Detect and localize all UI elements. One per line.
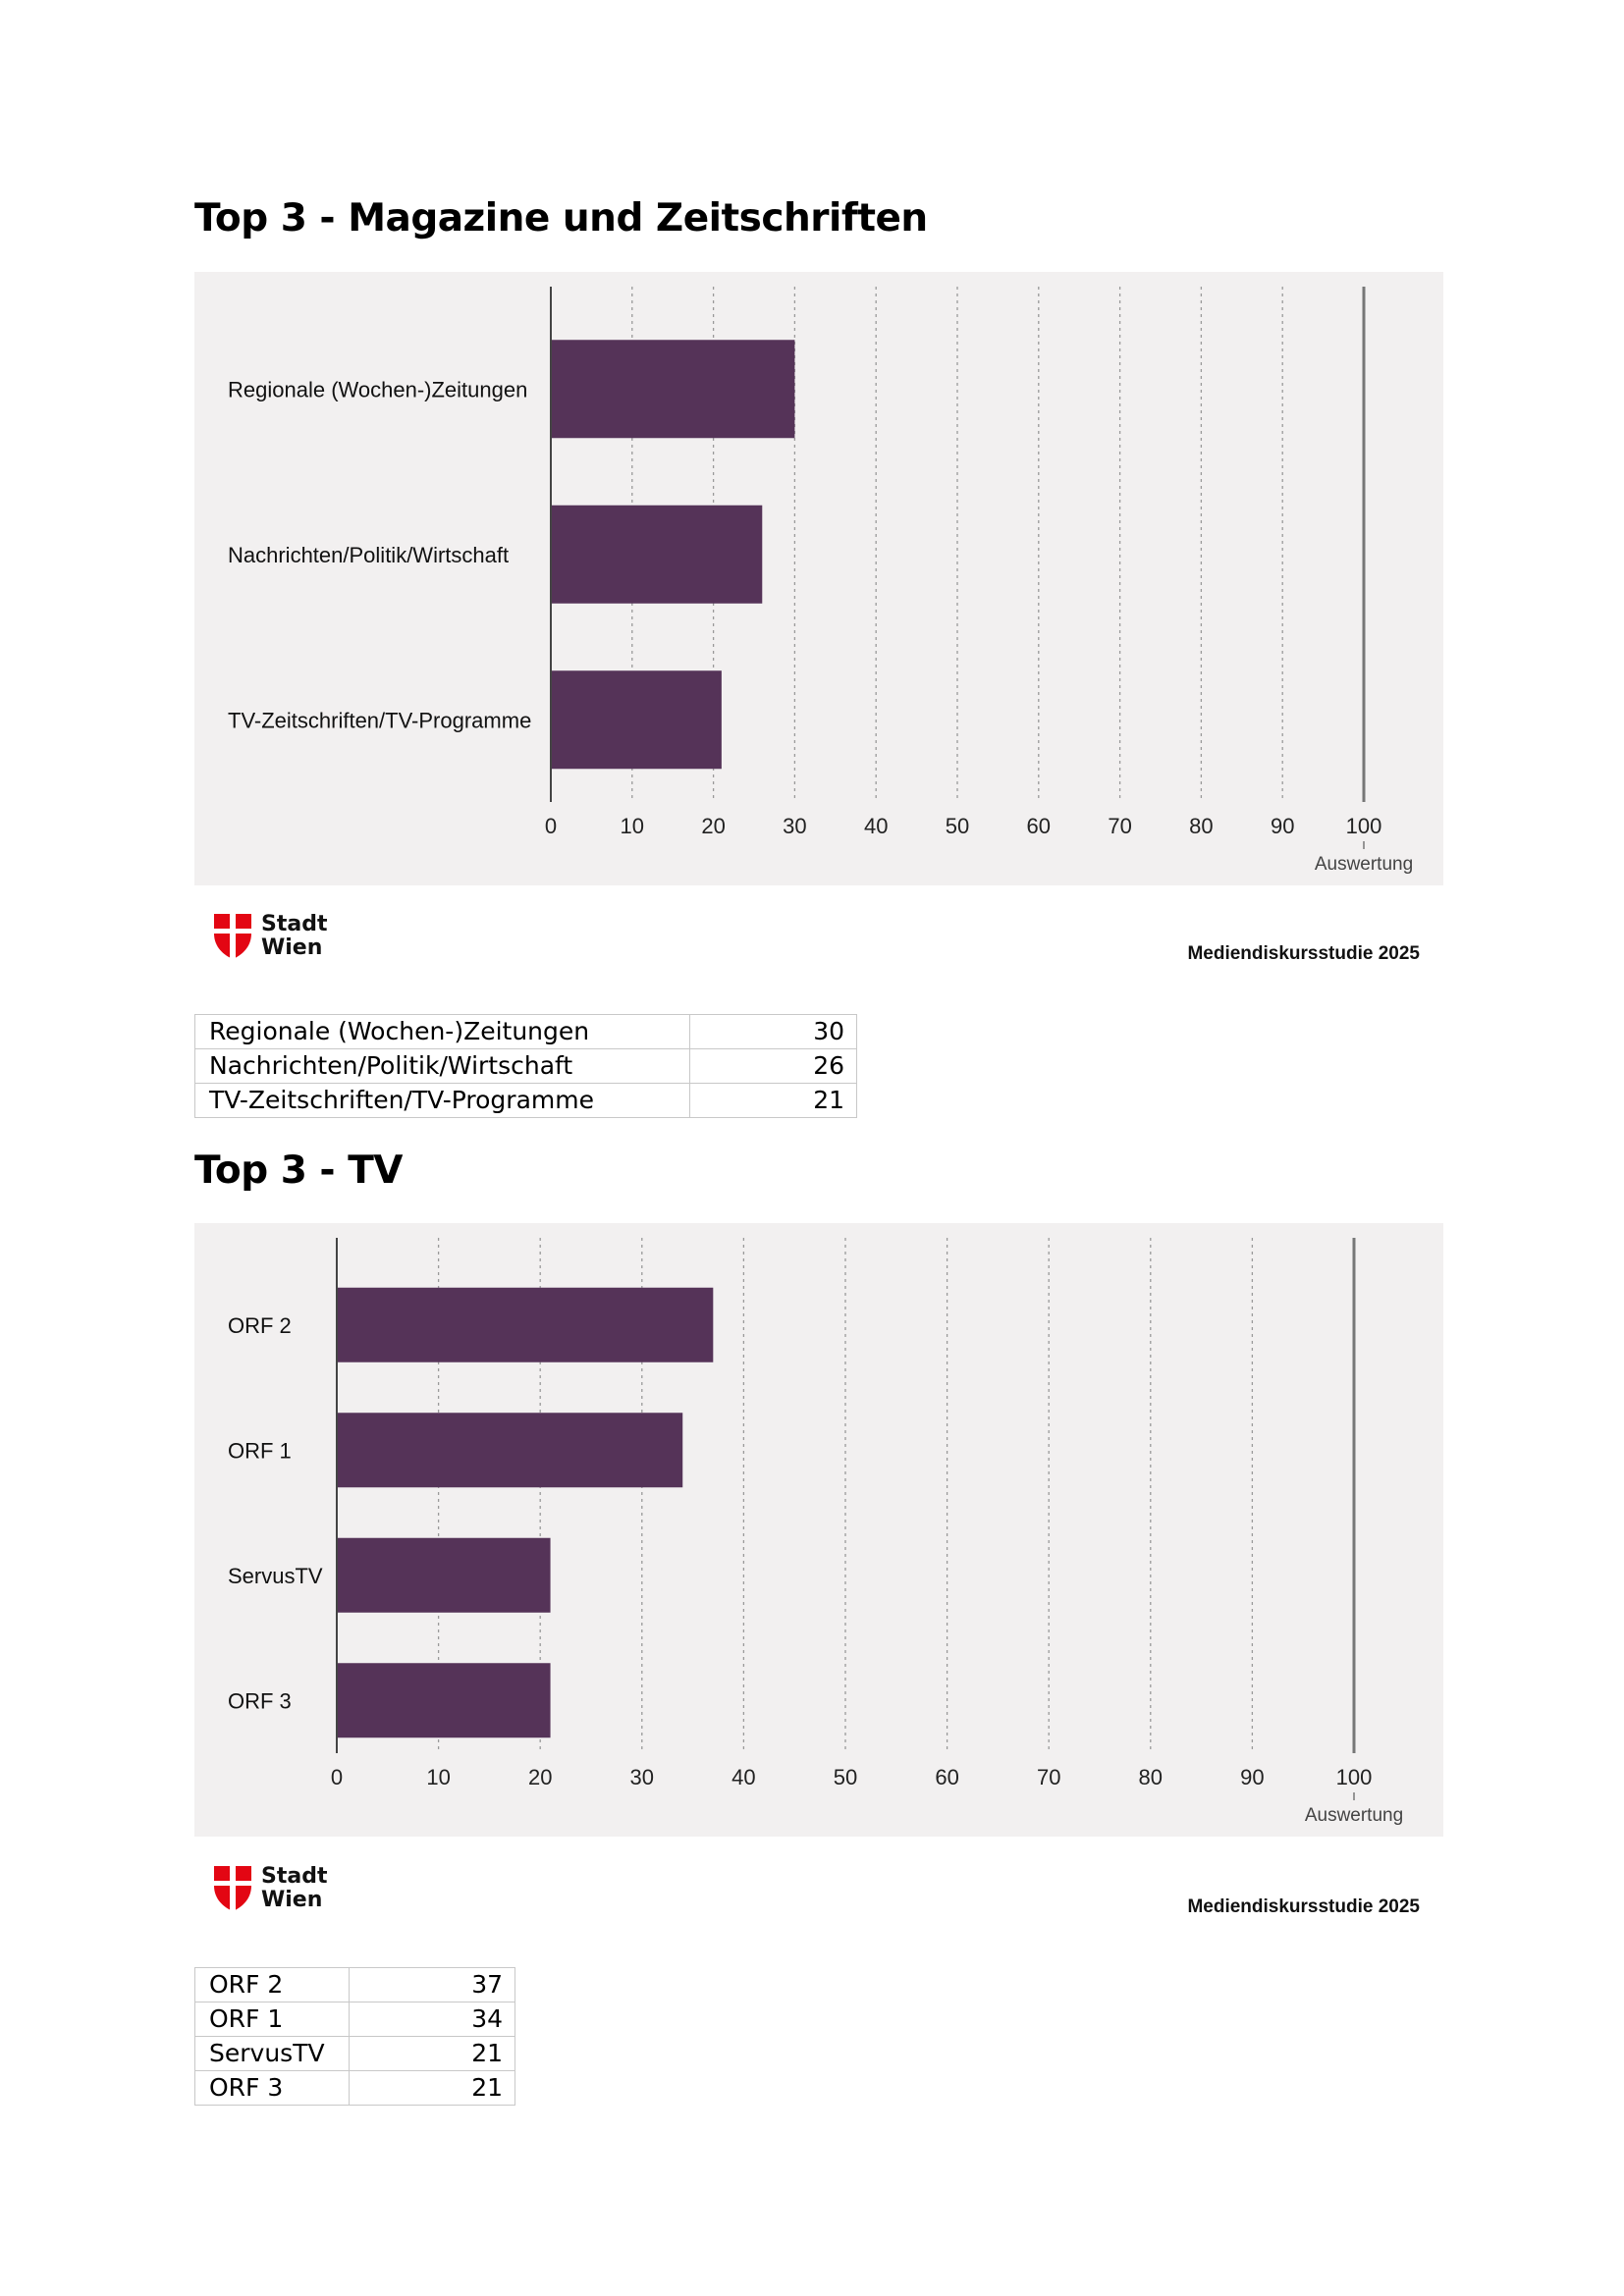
axis-caption: Auswertung (1315, 854, 1413, 875)
chart-svg: ORF 2 ORF 1 ServusTV ORF 3 0 10 20 30 40 50 60 70 80… (228, 1238, 1403, 1826)
tick-label: 90 (1271, 814, 1294, 838)
tick-label: 30 (630, 1765, 654, 1789)
data-table-magazines: Regionale (Wochen-)Zeitungen 30 Nachrich… (194, 1014, 857, 1118)
bar (551, 670, 722, 770)
tick-label: 10 (621, 814, 644, 838)
table-cell-value: 34 (349, 2002, 515, 2037)
table-cell-label: Nachrichten/Politik/Wirtschaft (194, 1048, 690, 1084)
table-cell-value: 37 (349, 1967, 515, 2002)
tick-label: 20 (528, 1765, 552, 1789)
wien-shield-icon (214, 1866, 251, 1911)
bar (337, 1663, 551, 1738)
tick-label: 100 (1346, 814, 1382, 838)
tick-label: 100 (1336, 1765, 1373, 1789)
category-label: ServusTV (228, 1564, 323, 1588)
bar (337, 1413, 683, 1488)
table-row: Regionale (Wochen-)Zeitungen 30 (194, 1014, 857, 1049)
table-cell-label: ServusTV (194, 2036, 350, 2071)
section-title: Top 3 - Magazine und Zeitschriften (194, 196, 928, 240)
tick-label: 60 (1027, 814, 1051, 838)
stadt-wien-logo: Stadt Wien (214, 913, 327, 960)
tick-label: 40 (864, 814, 888, 838)
brand-line1: Stadt (261, 1864, 328, 1889)
tick-label: 80 (1189, 814, 1213, 838)
table-cell-value: 26 (689, 1048, 857, 1084)
bar-chart-magazines: Regionale (Wochen-)Zeitungen Nachrichten/… (194, 272, 1443, 885)
tick-label: 40 (731, 1765, 755, 1789)
table-cell-label: ORF 3 (194, 2070, 350, 2106)
tick-label: 20 (701, 814, 725, 838)
category-label: TV-Zeitschriften/TV-Programme (228, 708, 531, 732)
category-label: Regionale (Wochen-)Zeitungen (228, 377, 527, 401)
table-row: TV-Zeitschriften/TV-Programme 21 (194, 1083, 857, 1118)
table-cell-label: Regionale (Wochen-)Zeitungen (194, 1014, 690, 1049)
table-row: Nachrichten/Politik/Wirtschaft 26 (194, 1048, 857, 1084)
tick-label: 0 (545, 814, 557, 838)
tick-label: 70 (1037, 1765, 1060, 1789)
table-cell-value: 21 (349, 2036, 515, 2071)
study-label: Mediendiskursstudie 2025 (1187, 1896, 1420, 1917)
category-label: ORF 2 (228, 1313, 292, 1338)
tick-label: 90 (1240, 1765, 1264, 1789)
brand-line2: Wien (261, 1888, 323, 1912)
study-label: Mediendiskursstudie 2025 (1187, 943, 1420, 964)
table-cell-label: ORF 1 (194, 2002, 350, 2037)
brand-line2: Wien (261, 935, 323, 960)
category-label: ORF 1 (228, 1438, 292, 1463)
category-label: Nachrichten/Politik/Wirtschaft (228, 543, 509, 567)
bar (337, 1287, 714, 1362)
stadt-wien-logo: Stadt Wien (214, 1865, 327, 1912)
tick-label: 70 (1108, 814, 1131, 838)
chart-svg: Regionale (Wochen-)Zeitungen Nachrichten/… (228, 287, 1413, 875)
data-table-tv: ORF 2 37 ORF 1 34 ServusTV 21 ORF 3 21 (194, 1967, 515, 2106)
category-label: ORF 3 (228, 1688, 292, 1713)
table-cell-label: ORF 2 (194, 1967, 350, 2002)
bar (551, 505, 763, 604)
tick-label: 0 (331, 1765, 343, 1789)
tick-label: 50 (946, 814, 969, 838)
tick-label: 30 (783, 814, 806, 838)
bar (551, 340, 795, 439)
tick-label: 60 (935, 1765, 958, 1789)
table-row: ORF 2 37 (194, 1967, 515, 2002)
table-cell-value: 21 (689, 1083, 857, 1118)
table-cell-value: 30 (689, 1014, 857, 1049)
table-row: ORF 3 21 (194, 2070, 515, 2106)
tick-label: 10 (426, 1765, 450, 1789)
table-row: ServusTV 21 (194, 2036, 515, 2071)
tick-label: 80 (1139, 1765, 1163, 1789)
wien-shield-icon (214, 914, 251, 959)
bar-chart-tv: ORF 2 ORF 1 ServusTV ORF 3 0 10 20 30 40 50 60 70 80… (194, 1223, 1443, 1837)
table-row: ORF 1 34 (194, 2002, 515, 2037)
table-cell-value: 21 (349, 2070, 515, 2106)
tick-label: 50 (834, 1765, 857, 1789)
brand-line1: Stadt (261, 912, 328, 936)
table-cell-label: TV-Zeitschriften/TV-Programme (194, 1083, 690, 1118)
bar (337, 1537, 551, 1613)
section-title: Top 3 - TV (194, 1148, 403, 1193)
axis-caption: Auswertung (1305, 1805, 1403, 1826)
